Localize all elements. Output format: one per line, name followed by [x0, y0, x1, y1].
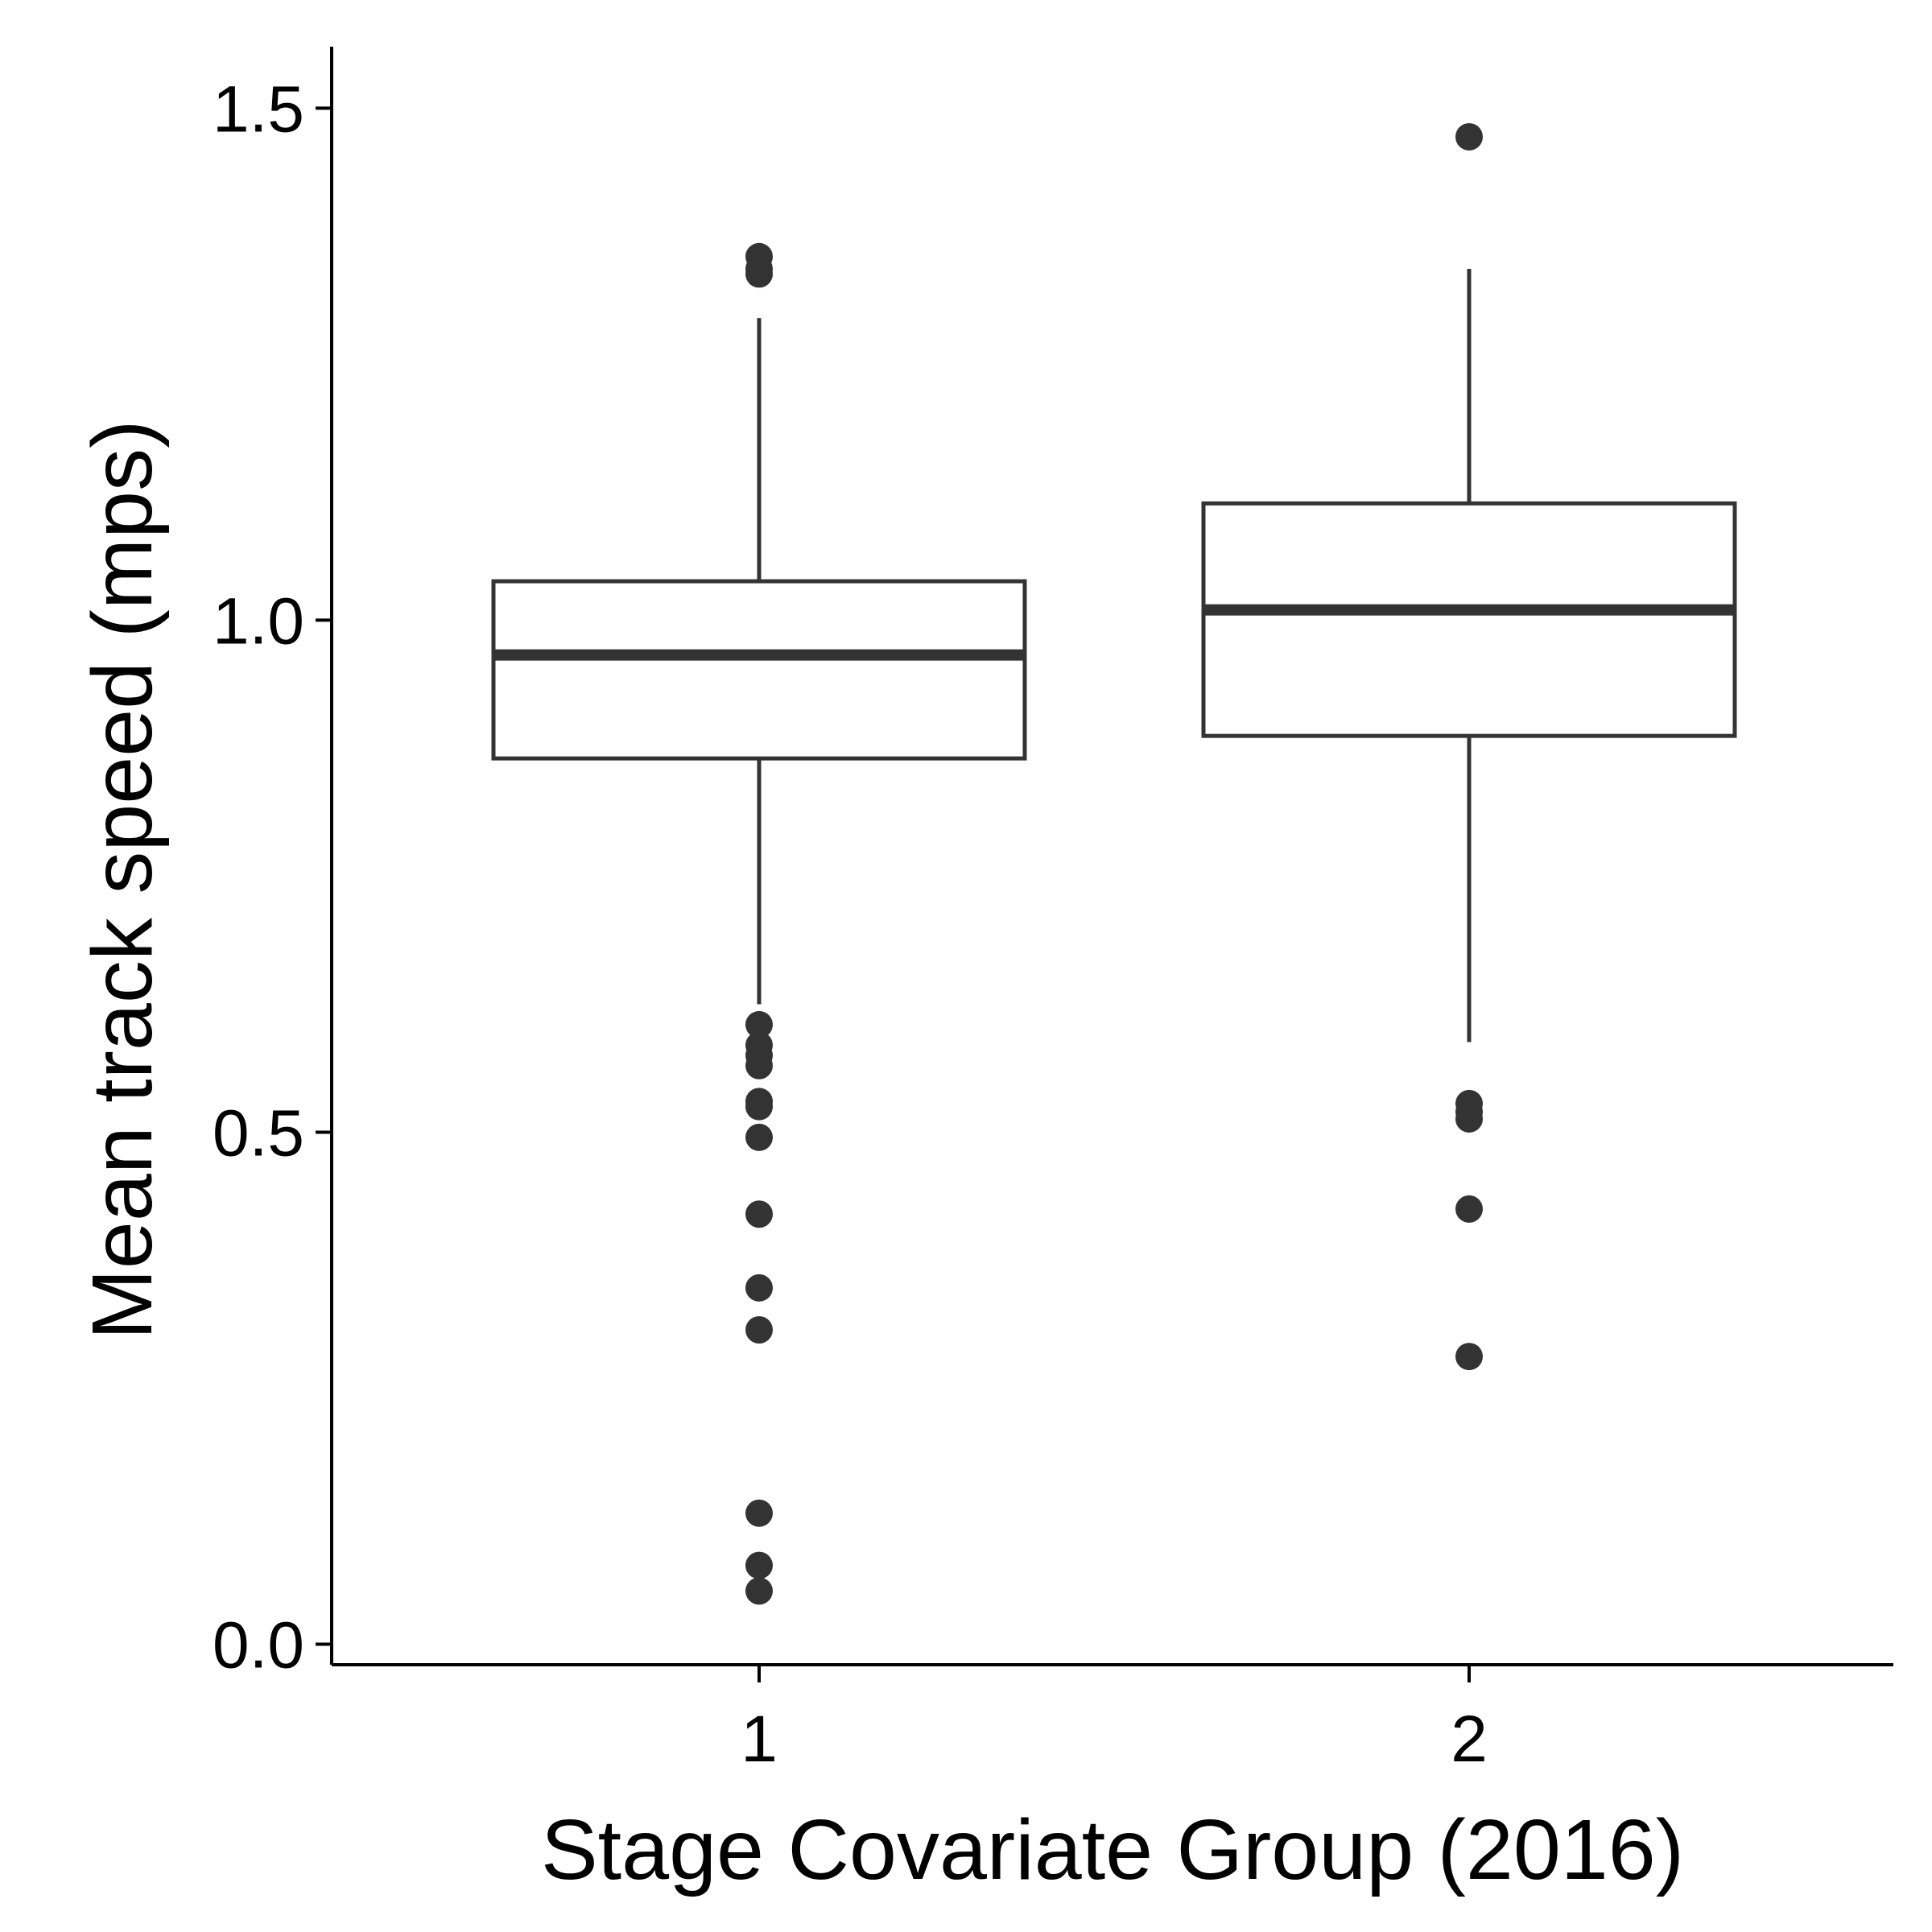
- box-group-1: [491, 242, 1027, 1605]
- y-tick-label: 1.0: [213, 584, 304, 658]
- outlier-point: [1455, 1104, 1483, 1133]
- outlier-point: [745, 1200, 773, 1228]
- outlier-point: [745, 1123, 773, 1151]
- outlier-point: [745, 1499, 773, 1527]
- iqr-box: [1201, 501, 1737, 738]
- outlier-point: [745, 1577, 773, 1605]
- y-tick-label: 0.5: [213, 1096, 304, 1170]
- outlier-point: [745, 1010, 773, 1038]
- y-axis-title: Mean track speed (mps): [75, 420, 170, 1340]
- iqr-box: [491, 579, 1027, 761]
- outlier-point: [1455, 122, 1483, 151]
- y-tick-label: 1.5: [213, 72, 304, 146]
- outlier-point: [745, 1316, 773, 1344]
- x-tick-label: 2: [1451, 1703, 1488, 1776]
- x-tick-label: 1: [741, 1703, 778, 1776]
- outlier-point: [745, 1551, 773, 1579]
- outlier-point: [745, 1274, 773, 1302]
- outlier-point: [1455, 1195, 1483, 1223]
- outlier-point: [1455, 1343, 1483, 1371]
- box-group-2: [1201, 122, 1737, 1371]
- outlier-point: [745, 1092, 773, 1121]
- outlier-point: [745, 260, 773, 288]
- y-tick-label: 0.0: [213, 1609, 304, 1682]
- x-axis-title: Stage Covariate Group (2016): [541, 1802, 1684, 1897]
- y-axis-ticks: 0.0 0.5 1.0 1.5: [213, 72, 332, 1682]
- plot-area: [491, 122, 1737, 1605]
- outlier-point: [745, 1051, 773, 1080]
